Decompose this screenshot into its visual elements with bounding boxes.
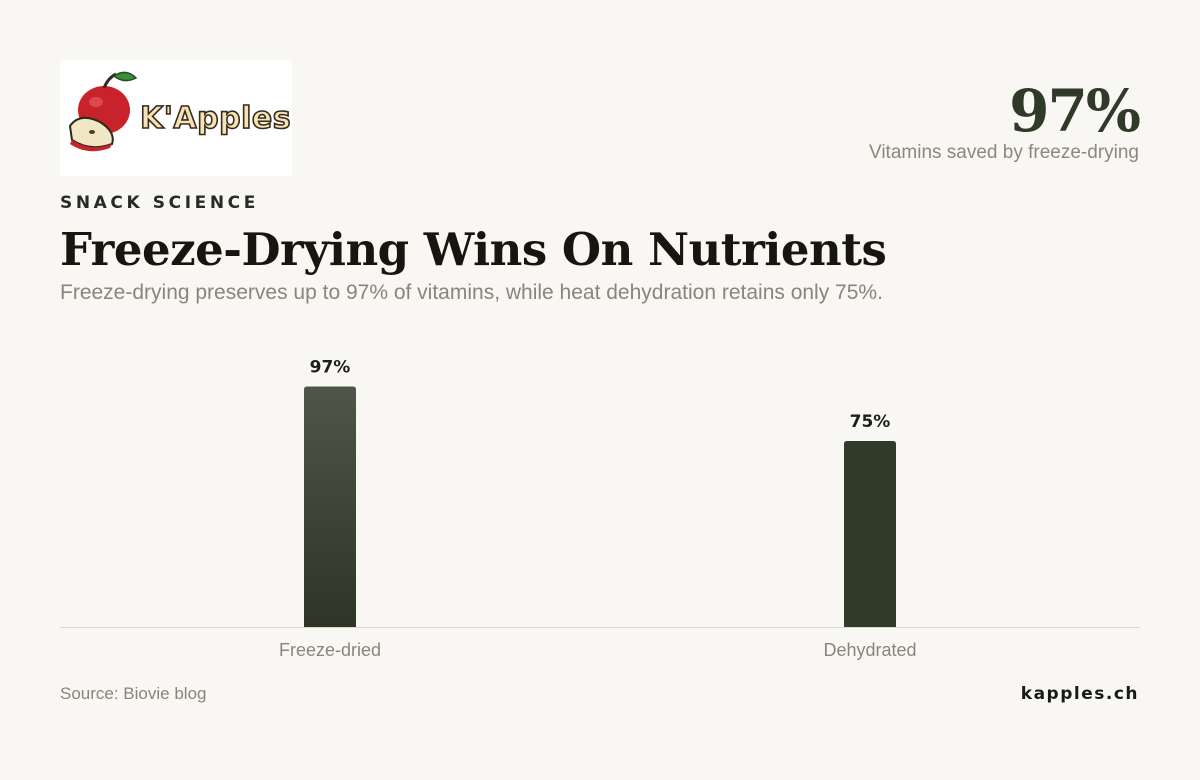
highlight-value: 97% [1009,77,1141,145]
bar-dehydrated [844,441,896,627]
site-link[interactable]: kapples.ch [1020,684,1139,704]
highlight-stat: 97% Vitamins saved by freeze-drying [869,77,1141,164]
category-label: Freeze-dried [279,640,381,660]
category-label: Dehydrated [823,640,916,660]
value-label: 75% [850,412,891,432]
highlight-label: Vitamins saved by freeze-drying [869,142,1139,163]
page-title: Freeze-Drying Wins On Nutrients [60,223,887,276]
brand-logo: K'Apples [60,60,292,176]
source-note: Source: Biovie blog [60,684,207,703]
logo-text: K'Apples [140,101,291,136]
kicker: SNACK SCIENCE [60,193,259,213]
value-label: 97% [310,357,351,377]
page-subtitle: Freeze-drying preserves up to 97% of vit… [60,281,883,304]
bar-freeze-dried [304,386,356,627]
apple-icon: K'Apples [68,71,291,152]
